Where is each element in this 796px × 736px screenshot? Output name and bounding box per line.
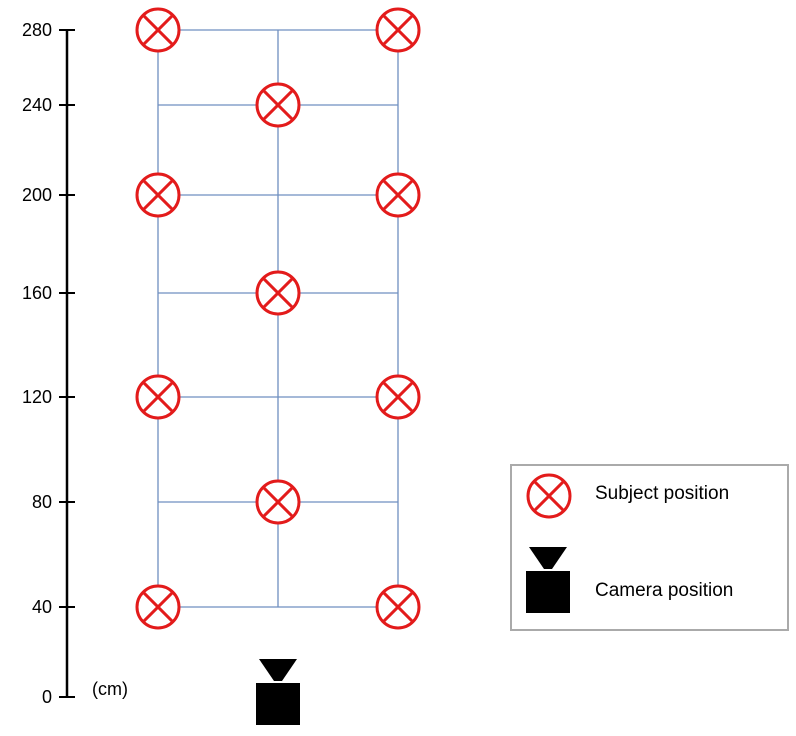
axis-tick-label: 80 [32,492,52,512]
subject-position-marker [135,584,181,630]
axis-tick-label: 280 [22,20,52,40]
subject-cross-stroke [142,381,174,413]
subject-position-marker [255,479,301,525]
camera-marker [256,659,300,725]
subject-position-marker [375,374,421,420]
axis-tick-label: 120 [22,387,52,407]
subject-cross-stroke [142,179,174,211]
camera-icon [256,659,300,725]
subject-cross-stroke [262,277,294,309]
axis-tick-label: 200 [22,185,52,205]
subject-position-marker [135,7,181,53]
subject-position-icon [526,473,572,519]
subject-position-marker [375,172,421,218]
legend-camera-label: Camera position [595,580,733,601]
subject-position-marker [135,172,181,218]
subject-cross-stroke [382,381,414,413]
camera-lens [529,547,567,569]
subject-cross-stroke [142,14,174,46]
camera-body [526,571,570,613]
subject-position-marker [375,7,421,53]
subject-cross-stroke [262,89,294,121]
subject-cross-stroke [142,591,174,623]
subject-markers [135,7,421,630]
subject-cross-stroke [382,179,414,211]
axis-unit-label: (cm) [92,679,128,699]
legend-subject-label: Subject position [595,483,729,504]
legend: Subject position Camera position [510,464,789,631]
camera-lens [259,659,297,681]
camera-body [256,683,300,725]
subject-position-marker [135,374,181,420]
subject-position-marker [255,82,301,128]
axis-ticks: 0 40 80 120 160 200 240 280 [22,20,75,707]
axis-tick-label: 160 [22,283,52,303]
axis-tick-label: 40 [32,597,52,617]
subject-cross-stroke [533,480,565,512]
subject-cross-stroke [382,591,414,623]
axis-tick-label: 240 [22,95,52,115]
axis-tick-label: 0 [42,687,52,707]
legend-subject-marker [526,473,572,519]
camera-position-icon [526,547,570,613]
subject-position-marker [255,270,301,316]
subject-cross-stroke [382,14,414,46]
legend-camera-marker [526,547,570,613]
subject-cross-stroke [262,486,294,518]
subject-position-marker [375,584,421,630]
